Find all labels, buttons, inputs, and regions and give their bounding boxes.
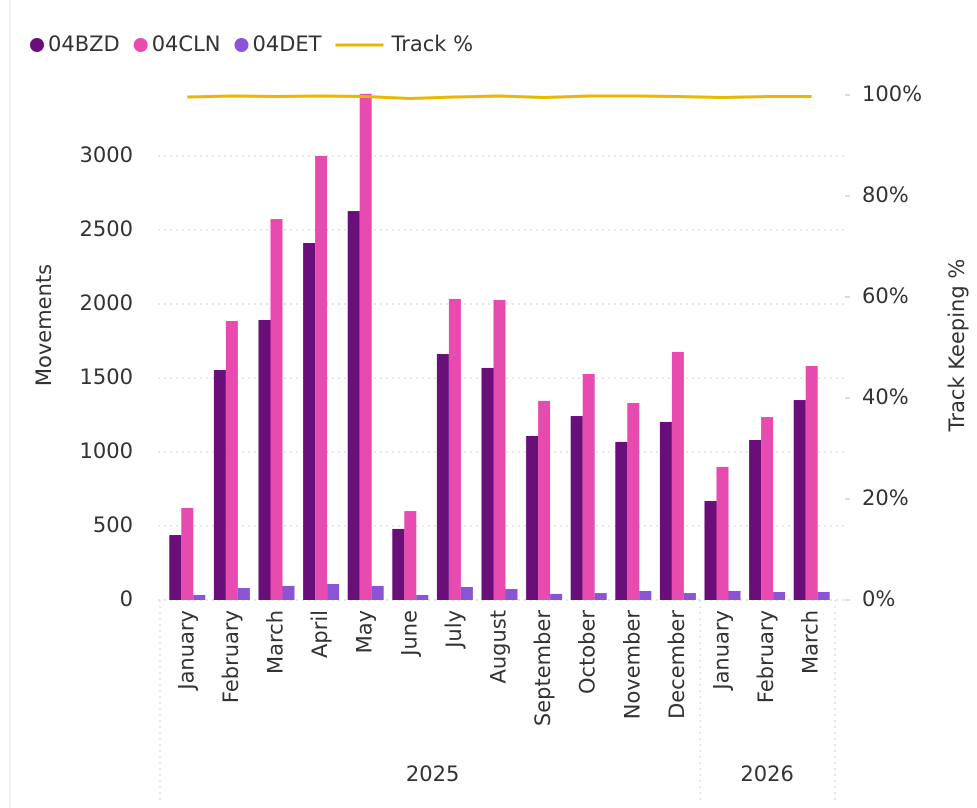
legend-label: 04DET [252, 32, 321, 56]
y-tick-label: 1500 [80, 365, 133, 389]
bar [704, 500, 717, 600]
bar [237, 588, 250, 600]
bar [169, 535, 182, 600]
bar [805, 366, 818, 600]
y-tick-label: 3000 [80, 143, 133, 167]
x-tick-label: January [710, 610, 734, 692]
y2-axis-title: Track Keeping % [945, 259, 969, 433]
y2-tick-label: 80% [862, 183, 909, 207]
x-tick-label: May [353, 610, 377, 653]
x-tick-label: June [397, 610, 421, 658]
bar [627, 403, 640, 600]
x-group-label: 2026 [740, 762, 793, 786]
x-tick-label: September [531, 610, 555, 726]
bar [538, 400, 551, 600]
bar [817, 592, 830, 600]
legend-swatch [30, 38, 44, 52]
bar [639, 590, 652, 600]
bar [436, 354, 449, 600]
bar [416, 594, 429, 600]
bar [181, 507, 194, 600]
x-tick-label: February [754, 610, 778, 703]
bar [728, 590, 741, 600]
bar [716, 466, 729, 600]
bar [448, 298, 461, 600]
legend-label: 04CLN [152, 32, 221, 56]
y2-tick-label: 40% [862, 385, 909, 409]
x-tick-label: February [219, 610, 243, 703]
y2-tick-label: 0% [862, 587, 895, 611]
x-tick-label: December [665, 610, 689, 719]
y-tick-label: 500 [93, 513, 133, 537]
bar [347, 211, 360, 600]
bar [773, 592, 786, 600]
bar [659, 421, 672, 600]
bar [550, 593, 563, 600]
bar [493, 299, 506, 600]
bar [526, 436, 539, 600]
bar [371, 585, 384, 600]
bar [582, 373, 595, 600]
bar [683, 593, 696, 600]
bar [749, 440, 762, 600]
bar [315, 155, 328, 601]
bar [213, 369, 226, 600]
bar [404, 511, 417, 600]
bar [671, 351, 684, 600]
bar [193, 594, 206, 600]
legend-swatch [234, 38, 249, 52]
x-group-label: 2025 [406, 762, 459, 786]
bar [258, 319, 271, 600]
y-tick-label: 2000 [80, 291, 133, 315]
bar [303, 243, 316, 601]
bar [505, 589, 518, 600]
bar [359, 93, 372, 600]
x-tick-label: August [487, 610, 511, 684]
x-tick-label: March [264, 610, 288, 674]
x-tick-label: March [799, 610, 823, 674]
bar [270, 219, 283, 600]
x-tick-label: October [576, 610, 600, 694]
x-tick-label: April [308, 610, 332, 658]
bar [761, 417, 774, 600]
bar [327, 584, 340, 600]
legend-swatch [133, 38, 148, 52]
legend-label: 04BZD [48, 32, 120, 56]
bar [594, 593, 607, 600]
y2-tick-label: 100% [862, 82, 922, 106]
x-tick-label: January [174, 610, 198, 692]
bar [481, 367, 494, 600]
y2-tick-label: 60% [862, 284, 909, 308]
y-tick-label: 1000 [80, 439, 133, 463]
legend-label: Track % [390, 32, 473, 56]
bar [282, 585, 295, 600]
bar [460, 586, 473, 600]
x-tick-label: November [620, 610, 644, 720]
y2-tick-label: 20% [862, 486, 909, 510]
y-tick-label: 0 [120, 587, 133, 611]
bar [793, 400, 806, 600]
bar [570, 416, 583, 600]
line [187, 94, 812, 101]
bar [615, 441, 628, 600]
y-tick-label: 2500 [80, 217, 133, 241]
bar [225, 321, 238, 600]
plot-area [169, 93, 830, 601]
x-tick-label: July [442, 610, 466, 650]
bar [392, 528, 405, 600]
y-axis-title: Movements [32, 264, 56, 386]
